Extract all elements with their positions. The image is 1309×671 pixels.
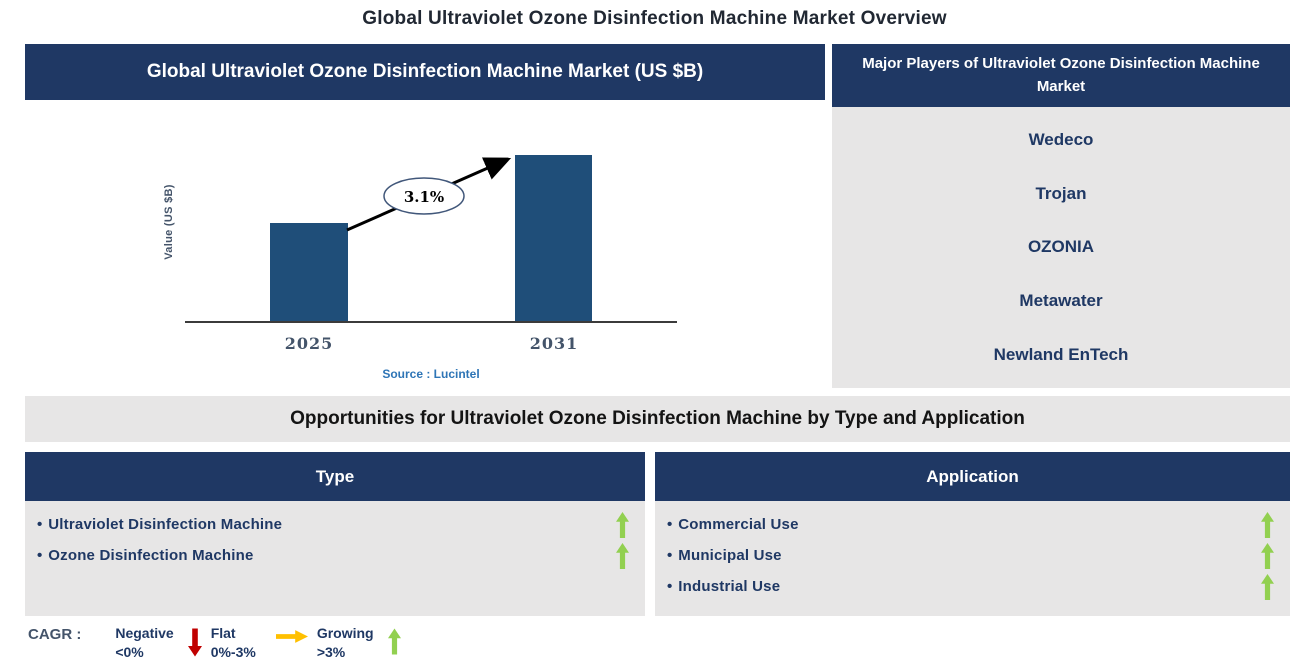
bar-2031 — [515, 155, 592, 322]
item-label: Municipal Use — [678, 547, 782, 564]
legend-entry-name: Negative — [115, 625, 174, 641]
player-name: Wedeco — [1028, 129, 1094, 149]
bar-chart: Value (US $B) 2025 2031 3.1% Source : Lu… — [25, 100, 825, 390]
opportunities-banner: Opportunities for Ultraviolet Ozone Disi… — [25, 396, 1290, 442]
cagr-value: 3.1% — [404, 188, 444, 206]
market-chart-panel: Global Ultraviolet Ozone Disinfection Ma… — [25, 44, 825, 390]
bullet-icon: • — [667, 578, 673, 595]
type-column-list: • Ultraviolet Disinfection Machine • Ozo… — [25, 501, 645, 616]
application-column-header: Application — [655, 452, 1290, 501]
bullet-icon: • — [667, 516, 673, 533]
x-tick-2031: 2031 — [529, 334, 579, 353]
chart-source: Source : Lucintel — [382, 367, 480, 381]
legend-entry-range: <0% — [115, 643, 144, 660]
opportunities-title: Opportunities for Ultraviolet Ozone Disi… — [290, 408, 1025, 429]
application-list-item: • Commercial Use — [667, 509, 1274, 540]
legend-entry-flat: Flat 0%-3% — [211, 624, 256, 662]
bullet-icon: • — [667, 547, 673, 564]
application-list-item: • Municipal Use — [667, 540, 1274, 571]
legend-entry-name: Flat — [210, 625, 236, 641]
growing-up-arrow-icon — [1261, 573, 1274, 600]
item-label: Ozone Disinfection Machine — [48, 547, 254, 564]
chart-panel-header: Global Ultraviolet Ozone Disinfection Ma… — [25, 44, 825, 100]
legend-entry-range: >3% — [316, 643, 346, 660]
x-tick-2025: 2025 — [284, 334, 334, 353]
major-players-header: Major Players of Ultraviolet Ozone Disin… — [832, 44, 1290, 107]
cagr-legend: CAGR : Negative <0% Flat 0%-3% Growing >… — [28, 624, 401, 662]
cagr-bubble — [383, 177, 465, 215]
growing-up-arrow-icon — [1261, 511, 1274, 538]
major-players-list: Wedeco Trojan OZONIA Metawater Newland E… — [832, 107, 1290, 388]
negative-down-arrow-icon — [187, 628, 202, 657]
item-label: Ultraviolet Disinfection Machine — [48, 516, 283, 533]
bar-2025 — [270, 223, 348, 322]
player-name: Trojan — [1035, 183, 1087, 203]
player-name: Metawater — [1019, 291, 1103, 311]
page-title: Global Ultraviolet Ozone Disinfection Ma… — [362, 8, 947, 29]
application-list-item: • Industrial Use — [667, 571, 1274, 602]
major-players-panel: Major Players of Ultraviolet Ozone Disin… — [832, 44, 1290, 388]
growing-up-arrow-icon — [616, 511, 629, 538]
x-axis-line — [185, 321, 677, 323]
type-list-item: • Ozone Disinfection Machine — [37, 540, 629, 571]
type-list-item: • Ultraviolet Disinfection Machine — [37, 509, 629, 540]
item-label: Commercial Use — [678, 516, 799, 533]
growing-up-arrow-icon — [1261, 542, 1274, 569]
flat-right-arrow-icon — [275, 630, 308, 643]
legend-entry-growing: Growing >3% — [317, 624, 374, 662]
legend-entry-negative: Negative <0% — [115, 624, 173, 662]
cagr-annotation: 3.1% — [346, 157, 512, 232]
growing-up-arrow-icon — [387, 628, 401, 655]
player-name: OZONIA — [1027, 237, 1095, 257]
item-label: Industrial Use — [678, 578, 781, 595]
cagr-legend-label: CAGR : — [28, 626, 82, 643]
growing-up-arrow-icon — [616, 542, 629, 569]
player-name: Newland EnTech — [993, 345, 1129, 365]
bullet-icon: • — [37, 547, 43, 564]
legend-entry-name: Growing — [316, 625, 374, 641]
bullet-icon: • — [37, 516, 43, 533]
legend-entry-range: 0%-3% — [210, 643, 256, 660]
type-column-header: Type — [25, 452, 645, 501]
application-column-list: • Commercial Use • Municipal Use • Indus… — [655, 501, 1290, 616]
